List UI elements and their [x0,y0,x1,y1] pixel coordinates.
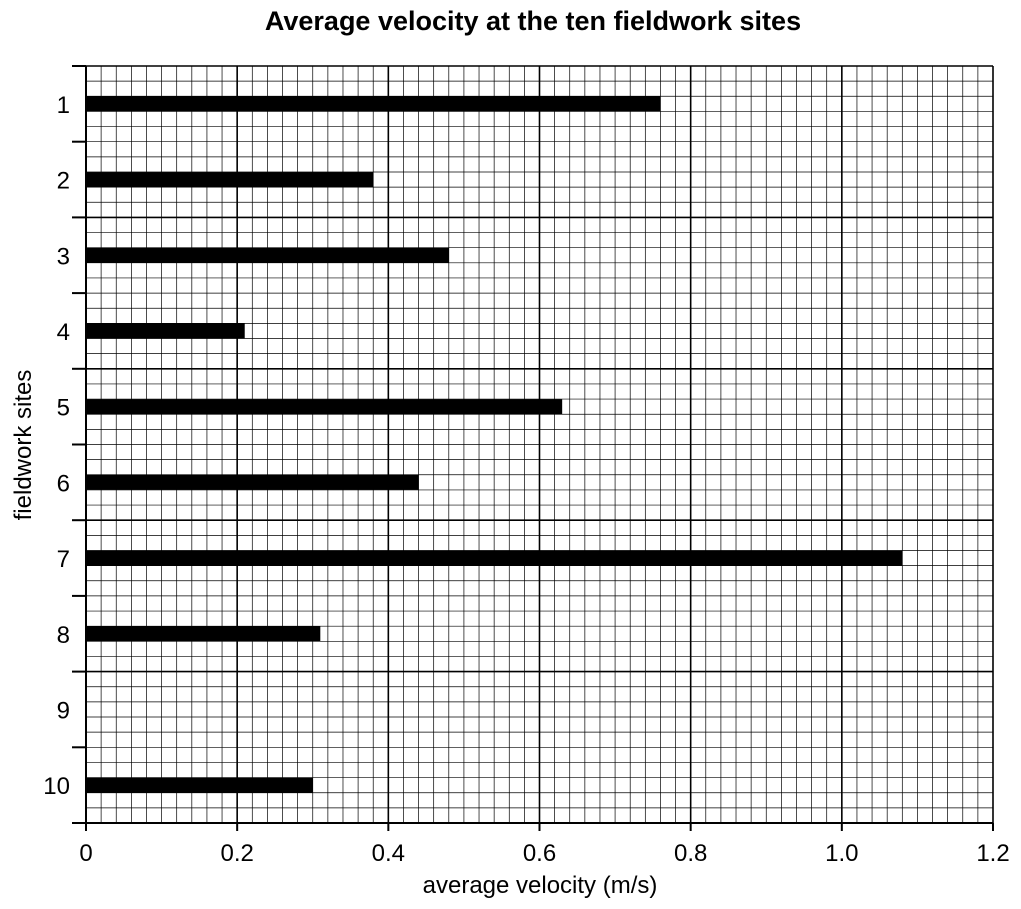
y-tick-label: 9 [57,697,70,724]
graph-paper-grid [85,65,994,824]
bar-site-1 [86,96,661,112]
chart-title: Average velocity at the ten fieldwork si… [265,6,801,36]
x-axis-label: average velocity (m/s) [423,872,658,899]
bar-site-10 [86,777,313,793]
x-tick-label: 0.6 [523,840,556,867]
bar-site-3 [86,247,449,263]
y-tick-label: 4 [57,319,70,346]
y-tick-label: 7 [57,546,70,573]
y-tick-label: 5 [57,395,70,422]
bar-site-6 [86,474,419,490]
y-tick-label: 2 [57,168,70,195]
bar-site-4 [86,323,245,339]
bar-site-8 [86,626,321,642]
bar-site-7 [86,550,903,566]
axes [72,65,994,831]
x-tick-label: 0 [79,840,92,867]
x-tick-label: 1.0 [825,840,858,867]
x-tick-label: 0.8 [674,840,707,867]
y-tick-label: 1 [57,92,70,119]
bars [86,96,903,793]
x-tick-label: 0.4 [372,840,405,867]
y-axis-tick-labels: 1 2 3 4 5 6 7 8 9 10 [43,92,70,800]
y-tick-label: 10 [43,773,70,800]
y-tick-label: 6 [57,470,70,497]
x-tick-label: 0.2 [220,840,253,867]
y-tick-label: 8 [57,622,70,649]
y-axis-label: fieldwork sites [10,370,37,521]
bar-site-5 [86,399,563,415]
x-axis-tick-labels: 0 0.2 0.4 0.6 0.8 1.0 1.2 [79,840,1009,867]
y-tick-label: 3 [57,243,70,270]
x-tick-label: 1.2 [976,840,1009,867]
bar-site-2 [86,172,374,188]
